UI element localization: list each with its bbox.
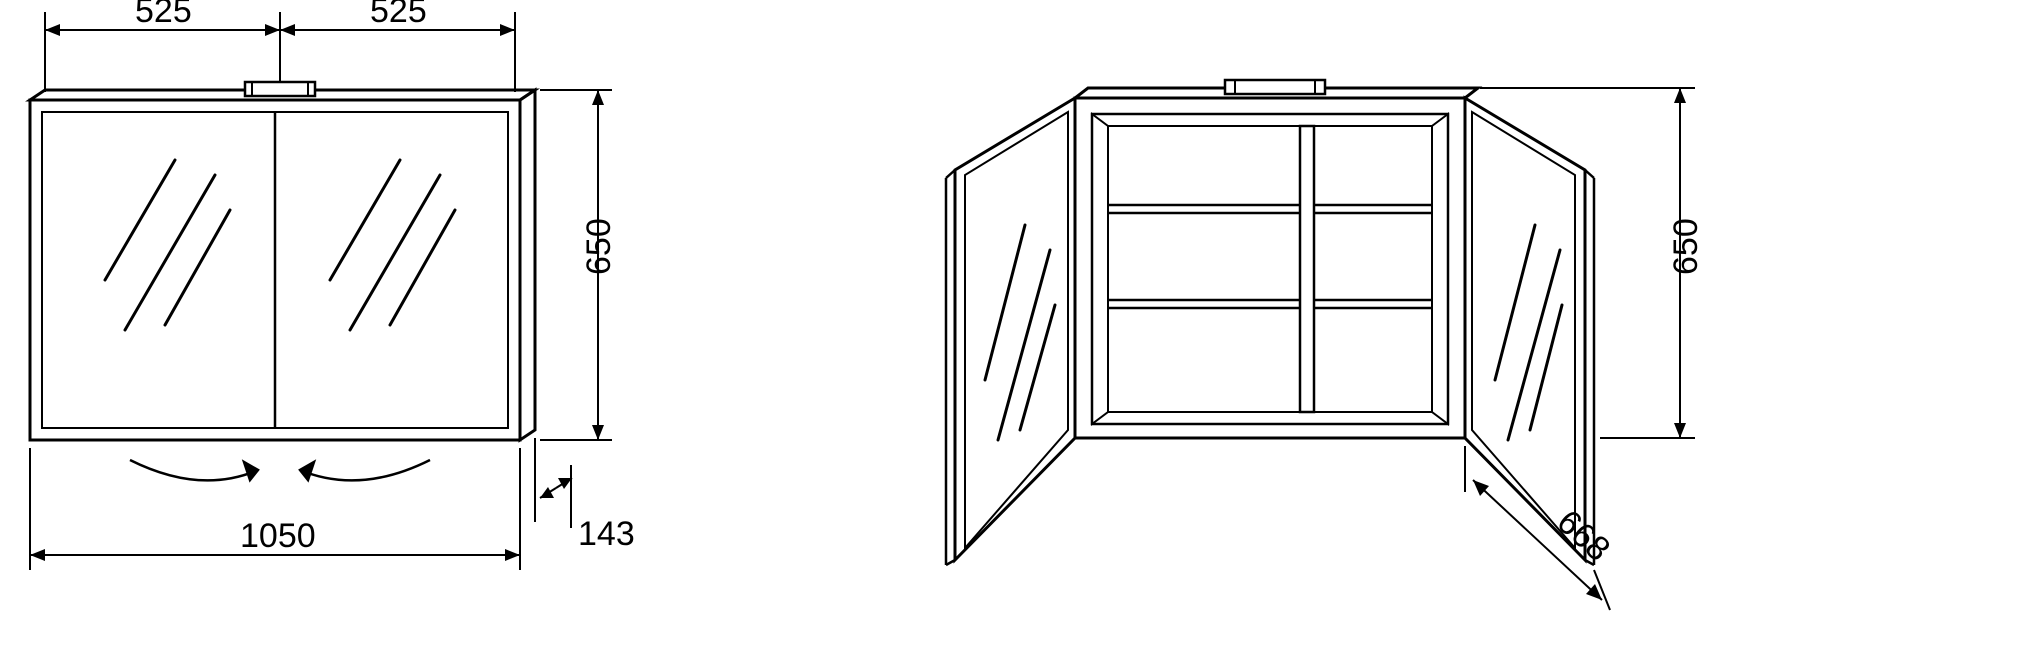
dim-depth-143: 143 xyxy=(535,438,635,553)
open-door-left xyxy=(946,98,1075,565)
dim-height-650-left: 650 xyxy=(540,90,618,440)
dim-label-525-right: 525 xyxy=(370,0,427,30)
dim-width-1050: 1050 xyxy=(30,448,520,570)
front-closed-view: 525 525 xyxy=(30,0,635,570)
shelves-right xyxy=(1314,205,1432,308)
dim-top-525-left: 525 xyxy=(45,0,280,92)
open-door-right xyxy=(1465,98,1594,565)
dim-label-650-left: 650 xyxy=(580,218,618,275)
center-divider xyxy=(1300,126,1314,412)
technical-drawing: 525 525 xyxy=(0,0,2017,652)
dim-label-143: 143 xyxy=(578,515,635,553)
open-cabinet-body xyxy=(1075,98,1465,438)
shelves-left xyxy=(1108,205,1300,308)
cabinet-side-face xyxy=(520,90,535,440)
dim-top-525-right: 525 xyxy=(280,0,515,92)
mirror-gloss-left xyxy=(105,160,230,330)
dim-label-650-right: 650 xyxy=(1667,218,1705,275)
front-open-view: 650 668 xyxy=(946,80,1705,610)
mirror-gloss-right xyxy=(330,160,455,330)
door-swing-arcs xyxy=(130,460,430,480)
dim-label-525-left: 525 xyxy=(135,0,192,30)
top-light-fixture-open xyxy=(1225,80,1325,94)
top-light-fixture xyxy=(245,82,315,96)
dim-label-1050: 1050 xyxy=(240,517,316,555)
